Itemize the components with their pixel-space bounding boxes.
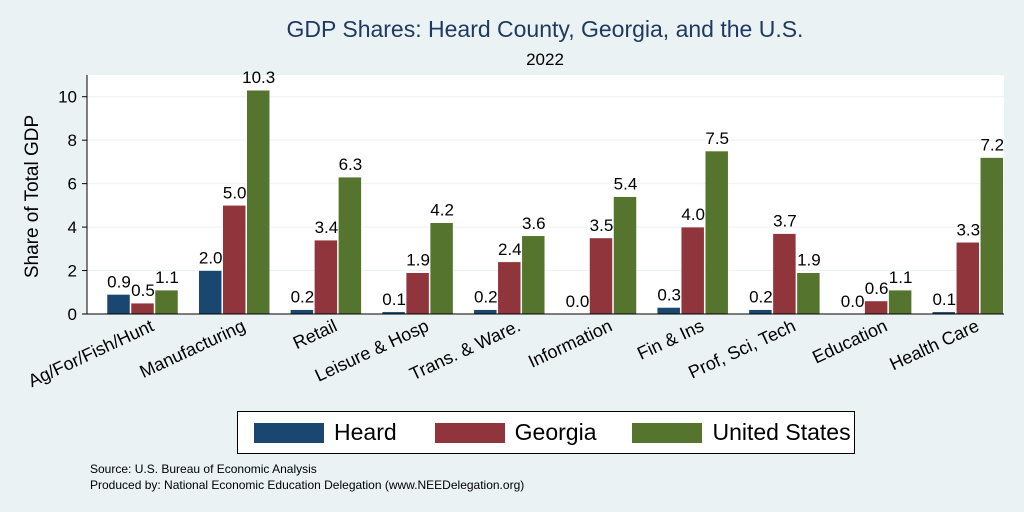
data-label: 0.5 (131, 281, 155, 300)
bar (613, 196, 637, 315)
bar (980, 157, 1004, 315)
legend-swatch-georgia (434, 422, 505, 443)
data-label: 0.6 (865, 279, 889, 298)
data-label: 3.4 (315, 218, 339, 237)
legend-label-heard: Heard (334, 419, 397, 445)
bar (314, 239, 338, 315)
x-tick-label: Education (809, 315, 890, 367)
legend-item-united-states: United States (624, 419, 851, 446)
data-label: 0.1 (382, 290, 406, 309)
data-label: 3.3 (956, 220, 980, 239)
x-tick-label: Fin & Ins (634, 315, 707, 363)
y-tick-label: 6 (68, 175, 77, 194)
bar (290, 309, 314, 315)
y-tick-label: 4 (68, 218, 77, 237)
data-label: 0.0 (566, 292, 590, 311)
x-tick-label: Manufacturing (137, 315, 249, 381)
data-label: 1.9 (406, 251, 430, 270)
y-tick-label: 2 (68, 262, 77, 281)
bar (521, 235, 546, 315)
data-label: 6.3 (339, 155, 363, 174)
bar (473, 309, 498, 315)
bar (680, 226, 705, 315)
x-tick-label: Health Care (886, 315, 982, 374)
bar (106, 294, 131, 315)
data-label: 0.1 (932, 290, 956, 309)
data-label: 0.3 (657, 285, 681, 304)
legend-swatch-heard (254, 422, 324, 443)
bar (429, 222, 454, 315)
data-label: 3.6 (522, 214, 546, 233)
data-label: 5.0 (223, 183, 247, 202)
data-label: 5.4 (614, 175, 638, 194)
x-tick-label: Information (525, 315, 615, 371)
bar (589, 237, 613, 315)
bar (956, 242, 980, 315)
bar (246, 89, 270, 315)
data-label: 0.0 (841, 292, 865, 311)
data-label: 1.1 (889, 268, 913, 287)
bar (748, 309, 773, 315)
legend-label-georgia: Georgia (514, 419, 597, 445)
bar (704, 150, 729, 315)
bar (198, 270, 222, 315)
data-label: 0.2 (474, 288, 498, 307)
bar (864, 300, 888, 315)
bar (130, 302, 155, 315)
legend-swatch-united-states (632, 422, 703, 443)
legend: Heard Georgia United States (237, 411, 855, 454)
y-tick-label: 0 (68, 305, 77, 324)
chart-title: GDP Shares: Heard County, Georgia, and t… (286, 16, 804, 42)
bar (222, 205, 246, 315)
data-label: 4.0 (681, 205, 705, 224)
bar (888, 289, 912, 315)
data-label: 2.0 (199, 249, 223, 268)
bar (772, 233, 797, 315)
data-label: 0.9 (107, 272, 131, 291)
y-axis-label: Share of Total GDP (22, 115, 43, 278)
data-label: 1.1 (155, 268, 179, 287)
source-note: Source: U.S. Bureau of Economic Analysis… (90, 461, 524, 493)
chart-subtitle: 2022 (526, 50, 564, 69)
source-line: Source: U.S. Bureau of Economic Analysis (90, 462, 317, 476)
data-label: 4.2 (430, 201, 454, 220)
data-label: 7.5 (705, 129, 729, 148)
bar (338, 176, 362, 315)
data-label: 7.2 (980, 136, 1004, 155)
data-label: 0.2 (749, 288, 773, 307)
x-tick-label: Ag/For/Fish/Hunt (25, 315, 157, 391)
bar (497, 261, 522, 315)
data-label: 2.4 (498, 240, 522, 259)
bar-chart: 0.9 0.51.12.05.010.30.23.46.30.11.94.20.2… (22, 68, 1004, 391)
producer-line: Produced by: National Economic Education… (90, 478, 525, 492)
y-tick-label: 8 (68, 131, 77, 150)
legend-item-heard: Heard (246, 419, 397, 446)
data-label: 1.9 (797, 251, 821, 270)
data-label: 3.5 (590, 216, 614, 235)
data-label: 10.3 (242, 68, 275, 87)
data-label: 3.7 (773, 212, 797, 231)
x-tick-label: Retail (290, 315, 340, 353)
data-label: 0.2 (291, 288, 315, 307)
legend-label-united-states: United States (712, 419, 851, 445)
bar (405, 272, 430, 315)
bar (656, 307, 681, 315)
y-tick-label: 10 (58, 88, 77, 107)
bar (796, 272, 821, 315)
bar (154, 289, 179, 315)
legend-item-georgia: Georgia (427, 419, 597, 446)
